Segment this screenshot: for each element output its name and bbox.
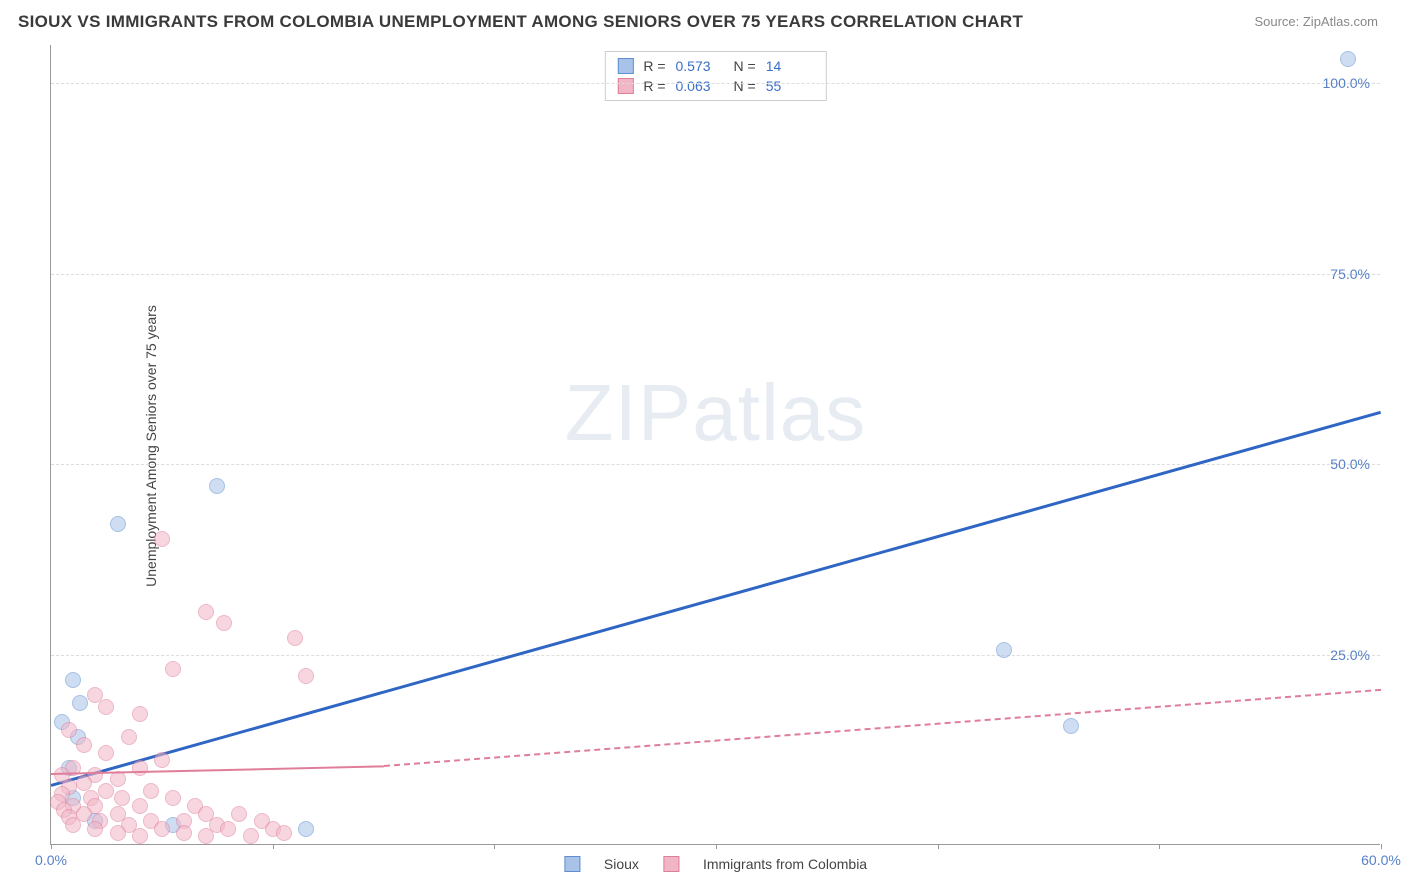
data-point: [132, 706, 148, 722]
x-tick: [938, 844, 939, 849]
source-label: Source: ZipAtlas.com: [1254, 14, 1378, 29]
data-point: [154, 821, 170, 837]
gridline: [51, 274, 1380, 275]
data-point: [209, 478, 225, 494]
watermark: ZIPatlas: [565, 367, 866, 459]
x-tick: [273, 844, 274, 849]
data-point: [287, 630, 303, 646]
data-point: [65, 817, 81, 833]
data-point: [110, 825, 126, 841]
n-label: N =: [734, 58, 756, 74]
data-point: [1340, 51, 1356, 67]
r-value-sioux: 0.573: [676, 58, 724, 74]
data-point: [98, 745, 114, 761]
n-label: N =: [734, 78, 756, 94]
y-tick-label: 100.0%: [1323, 75, 1370, 91]
chart-title: SIOUX VS IMMIGRANTS FROM COLOMBIA UNEMPL…: [18, 12, 1023, 32]
watermark-bold: ZIP: [565, 368, 692, 457]
x-tick: [494, 844, 495, 849]
data-point: [298, 821, 314, 837]
data-point: [61, 722, 77, 738]
data-point: [76, 775, 92, 791]
data-point: [231, 806, 247, 822]
data-point: [98, 783, 114, 799]
swatch-sioux: [564, 856, 580, 872]
n-value-colombia: 55: [766, 78, 814, 94]
data-point: [298, 668, 314, 684]
data-point: [65, 672, 81, 688]
legend-row-sioux: R = 0.573 N = 14: [617, 56, 813, 76]
gridline: [51, 464, 1380, 465]
data-point: [276, 825, 292, 841]
data-point: [154, 752, 170, 768]
data-point: [132, 760, 148, 776]
scatter-plot: ZIPatlas R = 0.573 N = 14 R = 0.063 N = …: [50, 45, 1380, 845]
correlation-legend: R = 0.573 N = 14 R = 0.063 N = 55: [604, 51, 826, 101]
data-point: [143, 783, 159, 799]
series-legend: Sioux Immigrants from Colombia: [564, 856, 867, 872]
data-point: [110, 516, 126, 532]
data-point: [98, 699, 114, 715]
r-value-colombia: 0.063: [676, 78, 724, 94]
legend-label-sioux: Sioux: [604, 856, 639, 872]
gridline: [51, 83, 1380, 84]
watermark-thin: atlas: [692, 368, 866, 457]
x-tick-label: 0.0%: [35, 852, 67, 868]
data-point: [132, 798, 148, 814]
data-point: [72, 695, 88, 711]
trendline: [51, 411, 1382, 787]
y-tick-label: 50.0%: [1330, 456, 1370, 472]
x-tick: [716, 844, 717, 849]
gridline: [51, 655, 1380, 656]
data-point: [198, 828, 214, 844]
r-label: R =: [643, 78, 665, 94]
data-point: [198, 604, 214, 620]
data-point: [243, 828, 259, 844]
n-value-sioux: 14: [766, 58, 814, 74]
legend-row-colombia: R = 0.063 N = 55: [617, 76, 813, 96]
trendline: [383, 689, 1381, 767]
data-point: [76, 737, 92, 753]
legend-label-colombia: Immigrants from Colombia: [703, 856, 867, 872]
data-point: [114, 790, 130, 806]
r-label: R =: [643, 58, 665, 74]
data-point: [87, 821, 103, 837]
y-tick-label: 75.0%: [1330, 266, 1370, 282]
data-point: [176, 825, 192, 841]
data-point: [1063, 718, 1079, 734]
data-point: [216, 615, 232, 631]
data-point: [121, 729, 137, 745]
swatch-colombia: [663, 856, 679, 872]
swatch-sioux: [617, 58, 633, 74]
swatch-colombia: [617, 78, 633, 94]
x-tick-label: 60.0%: [1361, 852, 1401, 868]
data-point: [132, 828, 148, 844]
y-tick-label: 25.0%: [1330, 647, 1370, 663]
data-point: [996, 642, 1012, 658]
x-tick: [51, 844, 52, 849]
x-tick: [1159, 844, 1160, 849]
data-point: [165, 661, 181, 677]
data-point: [220, 821, 236, 837]
data-point: [165, 790, 181, 806]
x-tick: [1381, 844, 1382, 849]
data-point: [154, 531, 170, 547]
